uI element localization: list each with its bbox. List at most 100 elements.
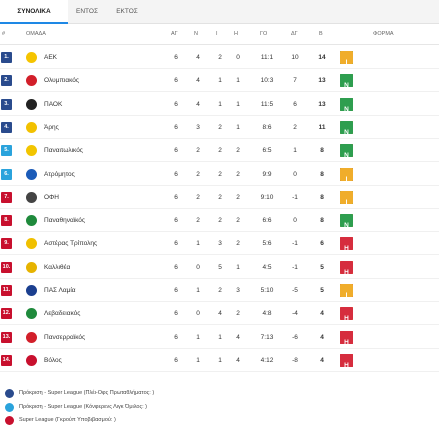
form-result-badge[interactable]: Ν <box>340 120 353 136</box>
tab-overall[interactable]: ΣΥΝΟΛΙΚΑ <box>0 0 68 24</box>
team-logo-icon <box>26 215 37 227</box>
team-name-link[interactable]: Λεβαδειακός <box>44 310 81 318</box>
team-name-link[interactable]: Παναιτωλικός <box>44 147 83 155</box>
team-name-link[interactable]: Βόλος <box>44 356 62 364</box>
draws-cell: 1 <box>218 100 222 108</box>
wins-cell: 1 <box>196 240 200 248</box>
form-result-badge[interactable]: Ι <box>340 51 353 66</box>
losses-cell: 1 <box>236 77 240 85</box>
losses-cell: 2 <box>236 217 240 225</box>
losses-cell: 4 <box>236 356 240 364</box>
played-cell: 6 <box>174 77 178 85</box>
team-logo-icon <box>26 52 37 63</box>
legend-dot-icon <box>5 389 14 398</box>
losses-cell: 3 <box>236 287 240 294</box>
form-result-badge[interactable]: Ν <box>340 214 353 229</box>
played-cell: 6 <box>174 287 178 294</box>
points-cell: 13 <box>318 77 326 85</box>
wins-cell: 1 <box>196 356 200 364</box>
position-badge: 14. <box>1 354 12 366</box>
goals-cell: 5:10 <box>260 287 274 294</box>
team-name-link[interactable]: ΑΕΚ <box>44 54 58 61</box>
form-result-badge[interactable]: Η <box>340 353 353 369</box>
points-cell: 6 <box>320 240 324 248</box>
goals-cell: 7:13 <box>260 333 274 341</box>
diff-cell: -1 <box>292 193 298 201</box>
team-name-link[interactable]: Ολυμπιακός <box>44 77 80 85</box>
diff-cell: 7 <box>293 77 297 85</box>
wins-cell: 1 <box>196 287 200 294</box>
team-name-link[interactable]: ΟΦΗ <box>44 193 59 201</box>
wins-cell: 4 <box>196 100 200 108</box>
diff-cell: 2 <box>293 123 297 131</box>
form-result-badge[interactable]: Ν <box>340 74 353 89</box>
wins-cell: 0 <box>196 263 200 271</box>
header-played: ΑΓ <box>171 31 178 37</box>
team-name-link[interactable]: ΠΑΣ Λαμία <box>44 287 76 294</box>
team-name-link[interactable]: Ατρόμητος <box>44 170 75 178</box>
points-cell: 13 <box>318 100 326 108</box>
diff-cell: -8 <box>292 356 298 364</box>
form-result-badge[interactable]: Η <box>340 260 353 276</box>
form-result-badge[interactable]: Ν <box>340 144 353 159</box>
header-draws: Ι <box>216 31 218 37</box>
form-result-badge[interactable]: Ν <box>340 97 353 113</box>
team-name-link[interactable]: ΠΑΟΚ <box>44 100 63 108</box>
header-divider <box>0 44 439 45</box>
form-result-badge[interactable]: Η <box>340 237 353 252</box>
legend-dot-icon <box>5 416 14 425</box>
form-result-badge[interactable]: Η <box>340 307 353 322</box>
form-result-badge[interactable]: Ι <box>340 284 353 299</box>
header-losses: Η <box>234 31 238 37</box>
losses-cell: 2 <box>236 147 240 155</box>
losses-cell: 2 <box>236 310 240 318</box>
team-name-link[interactable]: Άρης <box>44 123 59 131</box>
header-team: ΟΜΑΔΑ <box>26 31 46 37</box>
wins-cell: 2 <box>196 217 200 225</box>
diff-cell: -1 <box>292 240 298 248</box>
form-result-badge[interactable]: Ι <box>340 190 353 206</box>
points-cell: 5 <box>320 287 324 294</box>
tab-away[interactable]: ΕΚΤΟΣ <box>116 8 138 15</box>
played-cell: 6 <box>174 356 178 364</box>
wins-cell: 4 <box>196 54 200 61</box>
position-badge: 6. <box>1 168 12 180</box>
goals-cell: 6:6 <box>262 217 272 225</box>
wins-cell: 4 <box>196 77 200 85</box>
team-name-link[interactable]: Παναθηναϊκός <box>44 217 86 225</box>
team-name-link[interactable]: Αστέρας Τρίπολης <box>44 240 98 248</box>
team-logo-icon <box>26 285 37 296</box>
team-name-link[interactable]: Πανσερραϊκός <box>44 333 86 341</box>
position-badge: 10. <box>1 261 12 273</box>
position-badge: 5. <box>1 145 12 157</box>
draws-cell: 2 <box>218 170 222 178</box>
wins-cell: 0 <box>196 310 200 318</box>
header-form: ΦΟΡΜΑ <box>373 31 394 37</box>
form-result-badge[interactable]: Η <box>340 330 353 346</box>
tab-home[interactable]: ΕΝΤΟΣ <box>76 8 98 15</box>
wins-cell: 1 <box>196 333 200 341</box>
goals-cell: 11:1 <box>260 54 274 61</box>
team-name-link[interactable]: Καλλιθέα <box>44 263 71 271</box>
goals-cell: 10:3 <box>260 77 274 85</box>
draws-cell: 3 <box>218 240 222 248</box>
form-result-badge[interactable]: Ι <box>340 167 353 183</box>
diff-cell: -5 <box>292 287 298 294</box>
header-diff: ΔΓ <box>291 31 298 37</box>
draws-cell: 2 <box>218 287 222 294</box>
position-badge: 4. <box>1 121 12 133</box>
